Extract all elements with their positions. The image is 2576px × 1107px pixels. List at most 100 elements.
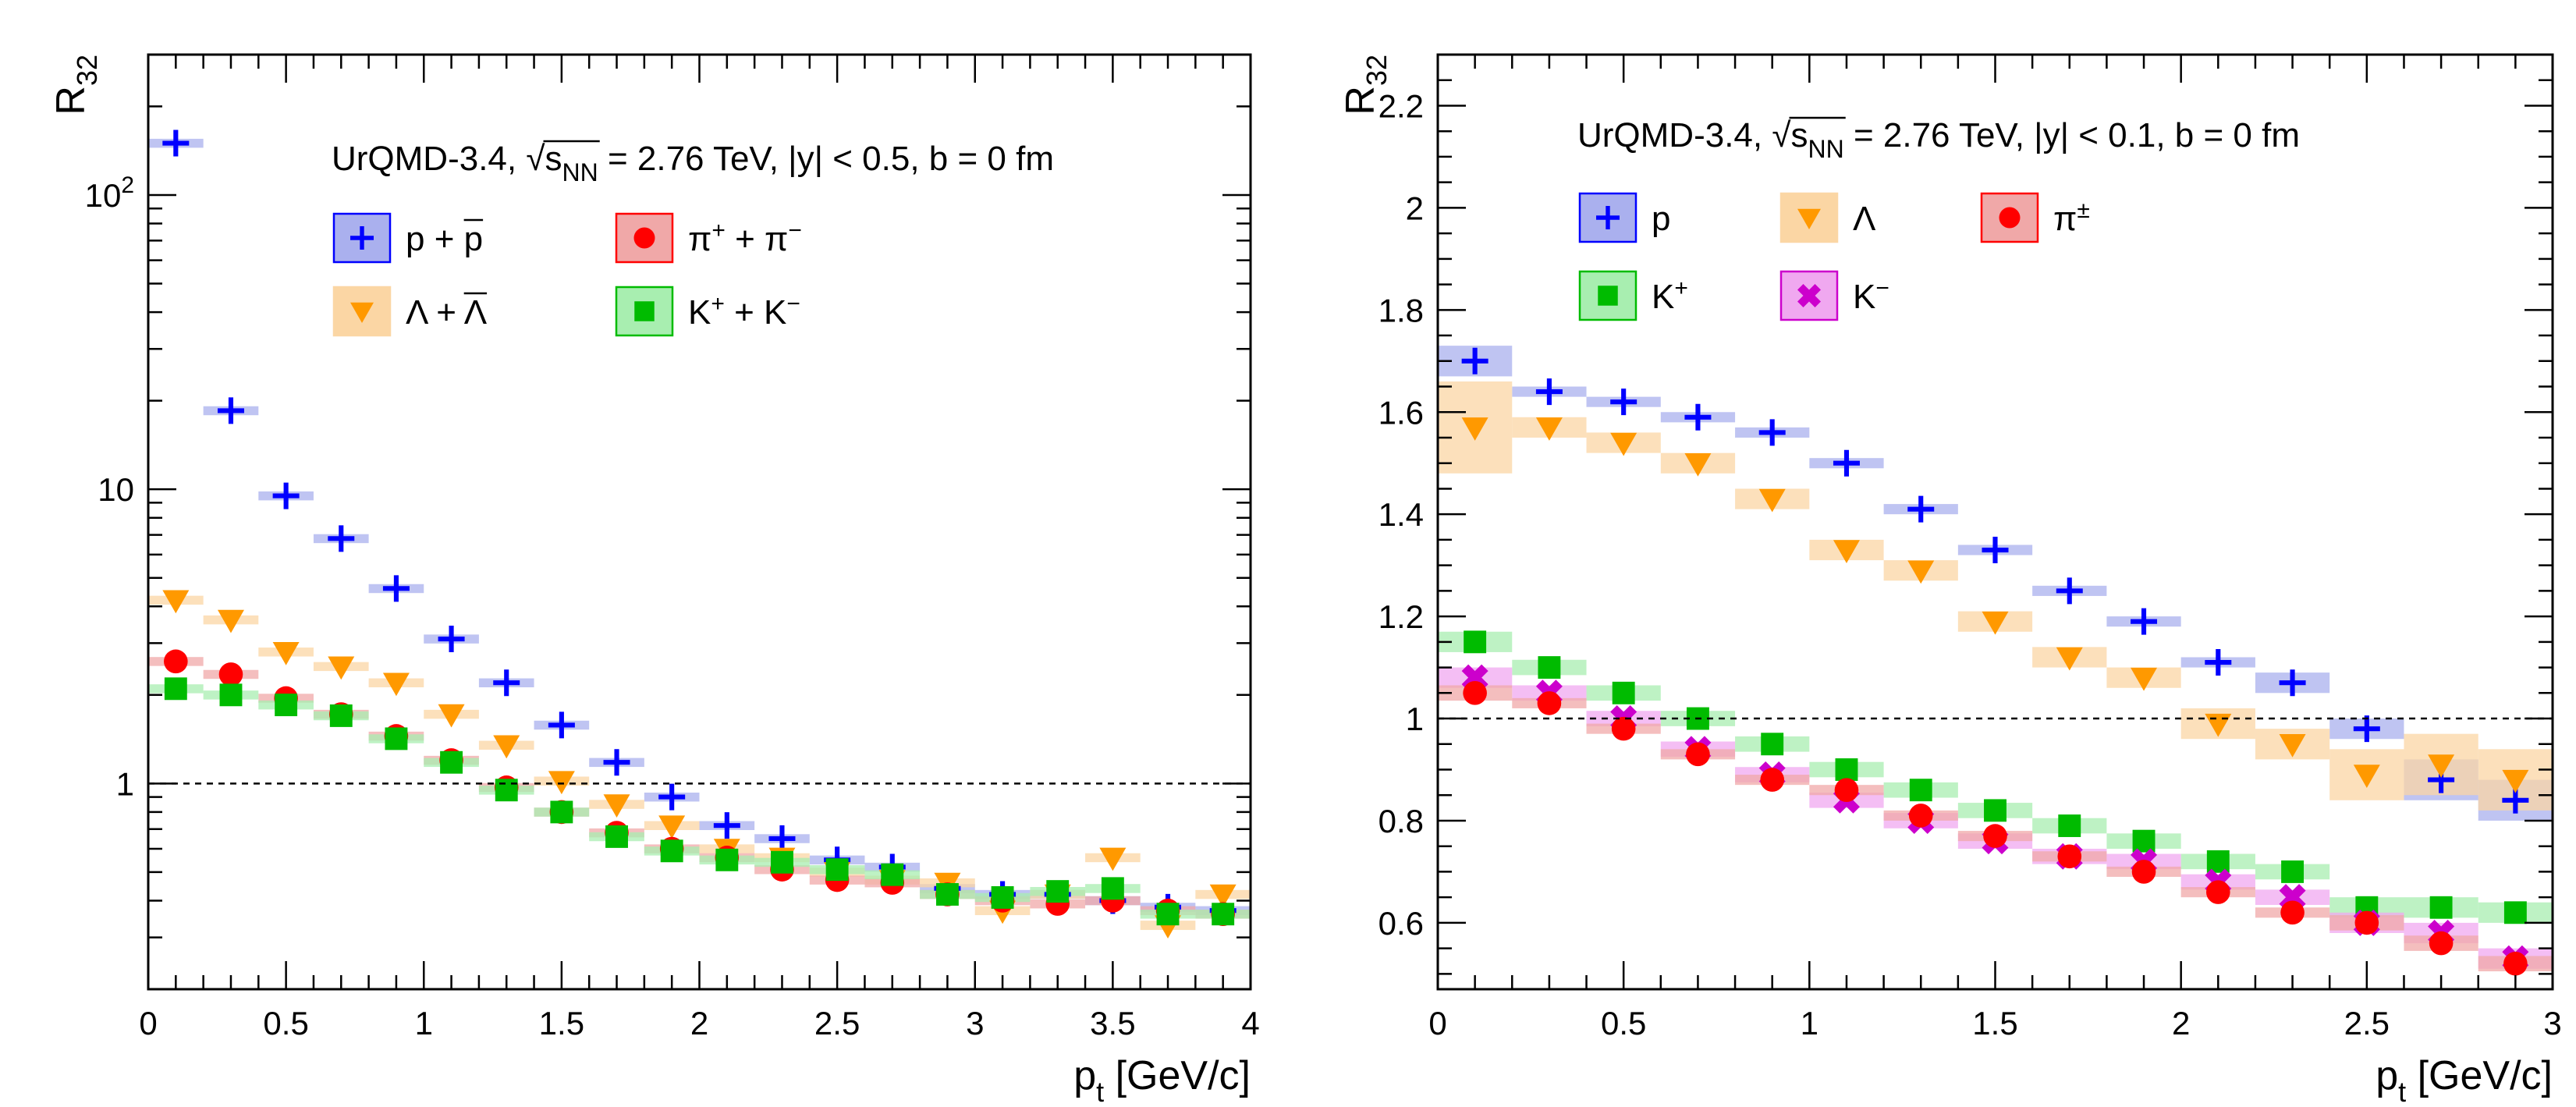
x-tick-label: 2 (2172, 1005, 2190, 1041)
x-tick-label: 2.5 (814, 1005, 860, 1041)
data-point-triangle (1209, 884, 1237, 908)
data-point-cross (1758, 419, 1786, 446)
legend-label: p + p (406, 220, 483, 258)
data-point-square (1835, 758, 1858, 781)
data-point-square (991, 885, 1014, 909)
data-point-circle (2354, 910, 2379, 935)
legend-marker-cross (350, 226, 374, 250)
x-tick-label: 2 (690, 1005, 708, 1041)
data-point-cross (217, 397, 244, 424)
data-point-square (2429, 896, 2453, 919)
data-point-square (660, 839, 683, 863)
data-point-triangle (1099, 847, 1127, 871)
data-point-cross (2056, 577, 2083, 605)
data-point-square (495, 779, 518, 802)
data-point-cross (2279, 669, 2306, 697)
data-point-square (2503, 901, 2527, 924)
data-point-square (164, 677, 187, 701)
legend-label: K− (1853, 275, 1889, 316)
data-point-triangle (658, 815, 686, 839)
data-point-triangle (382, 672, 410, 697)
data-point-cross (272, 482, 300, 509)
data-point-square (440, 750, 463, 774)
data-point-square (219, 683, 243, 707)
data-point-square (2281, 860, 2305, 883)
legend-entry: K+ (1578, 270, 1688, 321)
x-tick-label: 4 (1241, 1005, 1259, 1041)
legend-label: Λ + Λ (406, 293, 488, 332)
y-tick-label: 2.2 (1378, 87, 1424, 124)
data-point-circle (1760, 768, 1784, 792)
x-tick-label: 1.5 (1972, 1005, 2017, 1041)
y-tick-label: 1.6 (1378, 394, 1424, 431)
data-point-cross (658, 783, 686, 811)
x-tick-label: 1 (415, 1005, 433, 1041)
legend-label: π± (2053, 197, 2090, 238)
data-point-cross (548, 711, 575, 739)
data-point-circle (218, 662, 243, 687)
data-point-triangle (438, 704, 465, 728)
data-point-cross (2131, 608, 2158, 635)
data-point-cross (2502, 786, 2529, 814)
right-panel: 0 0.5 1 1.5 2 2.5 3 0.6 0.8 1 1.2 1.4 1.6 1.8 2 2.2 pt [… (1338, 53, 2562, 1107)
legend-label: Λ (1853, 200, 1876, 238)
data-point-square (1156, 903, 1180, 926)
data-point-triangle (1982, 611, 2009, 635)
data-point-triangle (328, 656, 355, 680)
data-point-triangle (1758, 488, 1786, 513)
data-point-square (1984, 799, 2007, 822)
legend-label: K+ (1652, 275, 1688, 316)
data-point-square (2058, 814, 2081, 837)
data-point-circle (164, 649, 188, 674)
data-point-square (2132, 829, 2156, 853)
data-point-cross (328, 525, 355, 552)
legend-marker-x (1797, 284, 1821, 307)
legend-marker-circle (633, 227, 655, 249)
y-tick-label: 0.8 (1378, 803, 1424, 839)
data-point-square (1612, 681, 1635, 704)
data-point-cross (1907, 495, 1935, 523)
legend-entry: Λ (1779, 192, 1876, 243)
legend-entry: K− (1779, 270, 1889, 321)
x-tick-label: 1.5 (539, 1005, 584, 1041)
data-point-triangle (2502, 769, 2529, 793)
legend-entry: p + p (332, 212, 484, 264)
chart-header: UrQMD-3.4, √sNN = 2.76 TeV, |y| < 0.1, b… (1577, 116, 2300, 163)
data-point-square (1464, 630, 1487, 654)
legend-marker-triangle (1797, 208, 1821, 229)
data-point-circle (2280, 900, 2305, 925)
data-point-square (935, 883, 959, 906)
data-point-cross (438, 626, 465, 653)
y-tick-label: 1.2 (1378, 598, 1424, 635)
data-point-cross (162, 130, 190, 157)
data-point-triangle (2428, 754, 2455, 778)
data-point-triangle (1684, 452, 1712, 477)
left-panel: 0 0.5 1 1.5 2 2.5 3 3.5 4 1 10 102 pt [GeV/c] R32 UrQM… (48, 53, 1260, 1107)
data-point-cross (493, 669, 520, 697)
data-point-cross (713, 812, 740, 839)
data-point-circle (1983, 824, 2007, 848)
data-point-square (1101, 877, 1124, 900)
y-tick-label: 1.4 (1378, 496, 1424, 533)
data-point-triangle (493, 735, 520, 759)
data-point-square (2206, 850, 2230, 873)
legend-entry: π+ + π− (615, 212, 802, 264)
data-point-cross (382, 575, 410, 602)
data-point-square (1046, 880, 1070, 903)
y-tick-label: 1 (116, 765, 134, 802)
data-point-triangle (2279, 734, 2306, 758)
data-point-triangle (272, 641, 300, 665)
data-point-triangle (2353, 765, 2380, 789)
x-tick-label: 0.5 (1601, 1005, 1646, 1041)
x-tick-label: 0 (1428, 1005, 1446, 1041)
data-point-square (550, 800, 573, 824)
legend-entry: Λ + Λ (332, 286, 488, 337)
data-point-cross (1833, 449, 1860, 477)
legend-entry: K+ + K− (615, 286, 800, 337)
overlined-symbol: Λ (464, 293, 488, 332)
data-point-cross (2353, 715, 2380, 743)
x-tick-label: 2.5 (2344, 1005, 2390, 1041)
legend-label: p (1652, 200, 1670, 238)
data-point-triangle (1535, 417, 1563, 441)
